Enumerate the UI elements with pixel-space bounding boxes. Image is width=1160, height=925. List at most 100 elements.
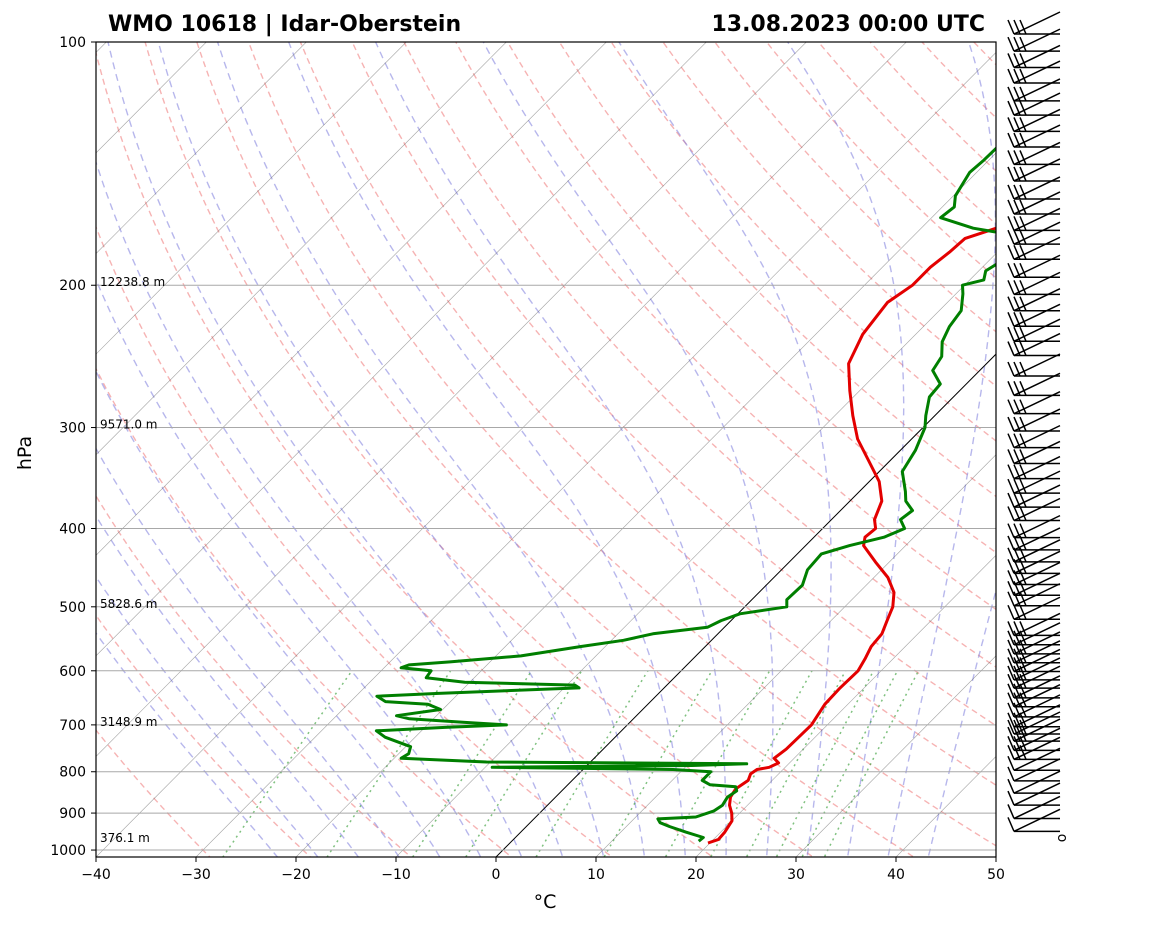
barb-flag — [1007, 326, 1015, 342]
barb-flag — [1007, 648, 1015, 664]
barb-flag — [1007, 580, 1015, 596]
barb-shaft-diag — [1013, 514, 1061, 539]
barb-flag — [1007, 702, 1015, 718]
barb-shaft-diag — [1013, 141, 1061, 166]
moist-adiabat — [107, 42, 564, 857]
height-labels: 376.1 m 3148.9 m 5828.6 m 9571.0 m 12238.8 m — [100, 275, 165, 845]
moist-adiabat — [96, 369, 441, 857]
x-tick-label: 50 — [987, 867, 1005, 883]
x-tick-label: 10 — [587, 867, 605, 883]
calm-marker: o — [1054, 834, 1070, 843]
moist-adiabat — [96, 631, 279, 857]
barb-shaft-diag — [1013, 612, 1061, 637]
mixing-ratio-line — [464, 670, 583, 857]
barb-shaft-diag — [1013, 795, 1061, 820]
barb-shaft-diag — [1013, 424, 1061, 449]
barb-flag — [1007, 150, 1015, 165]
barb-flag — [1007, 804, 1015, 819]
barb-flag — [1019, 683, 1027, 699]
temperature-line — [707, 226, 996, 845]
wind-barb — [1007, 303, 1061, 328]
dry-adiabat — [299, 42, 996, 787]
sounding-profiles — [374, 146, 996, 845]
barb-shaft-diag — [1013, 497, 1061, 522]
barb-shaft-diag — [1013, 665, 1061, 689]
height-label: 12238.8 m — [100, 275, 165, 289]
barb-flag — [1007, 639, 1015, 655]
y-tick-label: 1000 — [50, 843, 86, 859]
moist-adiabat — [96, 447, 400, 857]
plot-frame — [95, 41, 997, 858]
barb-flag — [1007, 311, 1015, 327]
moist-adiabat — [787, 42, 905, 857]
wind-barb — [1007, 704, 1061, 728]
isotherm — [96, 42, 607, 556]
barb-flag — [1019, 184, 1027, 200]
barb-shaft-diag — [1013, 408, 1061, 432]
moist-adiabat — [288, 42, 687, 857]
barb-shaft-diag — [1013, 60, 1061, 84]
isotherm — [96, 42, 807, 757]
barb-shaft-diag — [1013, 124, 1061, 148]
barb-shaft-diag — [1013, 372, 1061, 397]
height-label: 3148.9 m — [100, 715, 158, 729]
barb-flag — [1019, 449, 1027, 464]
isotherm — [595, 454, 996, 857]
barb-flag — [1007, 399, 1015, 414]
barb-flag — [1019, 736, 1027, 751]
isotherm — [795, 655, 996, 857]
barb-flag — [1019, 311, 1027, 327]
isotherm — [96, 42, 907, 857]
barb-flag — [1007, 547, 1015, 563]
barb-flag — [1019, 580, 1027, 596]
x-tick-label: 20 — [687, 867, 705, 883]
barb-flag — [1007, 19, 1015, 35]
pressure-gridlines — [96, 42, 996, 851]
barb-flag — [1019, 630, 1027, 646]
wind-barb — [1007, 28, 1061, 52]
barb-flag — [1007, 492, 1015, 508]
wind-barb — [1007, 497, 1061, 522]
barb-flag — [1007, 570, 1015, 585]
dry-adiabat — [506, 42, 996, 554]
barb-shaft-diag — [1013, 648, 1061, 673]
wind-barb — [1007, 640, 1061, 664]
barb-shaft-diag — [1013, 527, 1061, 551]
barb-flag — [1019, 216, 1027, 231]
dry-adiabat — [96, 614, 312, 857]
wind-barb — [1007, 44, 1061, 69]
barb-flag — [1007, 630, 1015, 646]
dry-adiabat — [558, 42, 996, 498]
y-tick-label: 600 — [59, 664, 86, 680]
barb-flag — [1007, 535, 1015, 551]
barb-flag — [1019, 132, 1027, 148]
moist-adiabat — [618, 42, 832, 857]
barb-flag — [1007, 86, 1015, 102]
barb-shaft-diag — [1013, 455, 1061, 480]
dewpoint-line — [374, 146, 996, 843]
isotherm — [395, 253, 996, 857]
barb-shaft-diag — [1013, 108, 1061, 133]
barb-flag — [1019, 464, 1027, 479]
barb-flag — [1007, 591, 1015, 607]
barb-shaft-diag — [1013, 11, 1061, 35]
moist-adiabat — [216, 42, 646, 857]
barb-flag — [1019, 229, 1027, 245]
dry-adiabat — [662, 42, 996, 387]
wind-barb — [1007, 440, 1061, 465]
barb-flag — [1019, 296, 1027, 311]
barb-flag — [1019, 604, 1027, 620]
barb-flag — [1007, 361, 1015, 377]
wind-barb — [1007, 124, 1061, 148]
dry-adiabat — [765, 42, 996, 279]
barb-flag — [1019, 492, 1027, 508]
barb-flag — [1007, 296, 1015, 311]
barb-flag — [1007, 745, 1015, 760]
barb-flag — [1019, 478, 1027, 494]
wind-barb — [1007, 514, 1061, 539]
barb-flag — [1019, 506, 1027, 521]
barb-flag — [1007, 244, 1015, 260]
barb-flag — [1007, 790, 1015, 806]
wind-barb — [1007, 372, 1061, 397]
